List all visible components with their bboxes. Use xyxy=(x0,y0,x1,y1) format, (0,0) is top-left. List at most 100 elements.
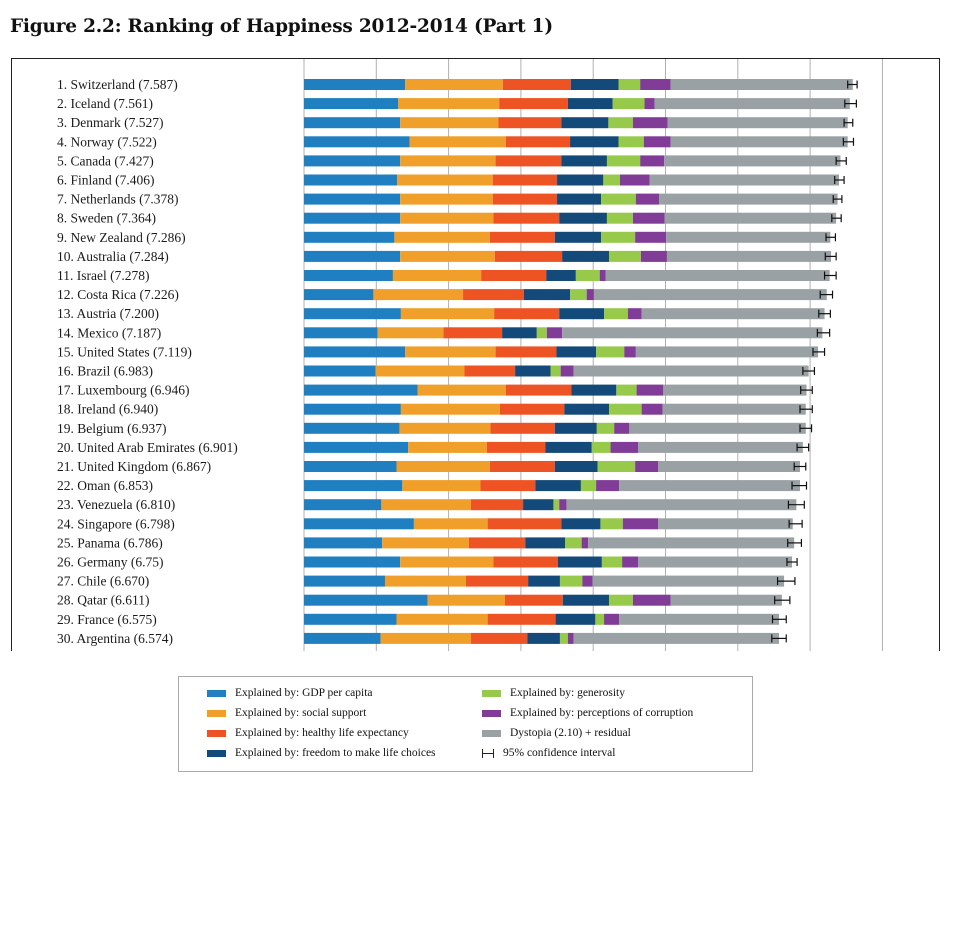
bar-segment-dystopia xyxy=(638,441,803,453)
bar-segment-generosity xyxy=(550,365,561,377)
bar-segment-generosity xyxy=(616,384,637,396)
legend-swatch-corruption xyxy=(482,709,501,717)
bar-segment-corruption xyxy=(635,461,659,472)
bar-segment-corruption xyxy=(614,422,630,434)
bar-segment-freedom xyxy=(567,98,613,110)
country-label: 22. Oman (6.853) xyxy=(57,478,153,493)
bar-segment-health xyxy=(504,594,563,606)
bar-segment-dystopia xyxy=(667,117,848,129)
bar-segment-gdp xyxy=(304,594,428,606)
bar-segment-generosity xyxy=(591,441,611,453)
bar-segment-generosity xyxy=(604,308,628,320)
legend-swatch-dystopia xyxy=(482,729,501,737)
bar-segment-corruption xyxy=(632,212,665,224)
legend-item-generosity: Explained by: generosity xyxy=(482,685,625,701)
bar-segment-corruption xyxy=(641,403,663,415)
bar-segment-gdp xyxy=(304,499,382,511)
bar-segment-social xyxy=(400,403,500,415)
bar-segment-corruption xyxy=(632,117,668,129)
bar-segment-generosity xyxy=(553,499,560,511)
legend-swatch-freedom xyxy=(207,749,226,757)
legend: Explained by: GDP per capita Explained b… xyxy=(178,676,753,772)
bar-segment-freedom xyxy=(564,403,610,415)
bar-segment-social xyxy=(427,594,505,606)
bar-segment-freedom xyxy=(555,613,596,625)
country-label: 23. Venezuela (6.810) xyxy=(57,497,175,512)
bar-segment-freedom xyxy=(570,79,619,90)
bar-segment-social xyxy=(402,480,481,492)
bar-segment-dystopia xyxy=(573,632,780,644)
bar-segment-dystopia xyxy=(619,613,780,625)
bar-segment-social xyxy=(394,231,490,243)
bar-segment-freedom xyxy=(523,289,571,301)
bar-segment-gdp xyxy=(304,270,393,281)
bar-segment-freedom xyxy=(559,212,607,224)
bar-segment-generosity xyxy=(601,193,636,205)
bar-segment-dystopia xyxy=(658,518,793,530)
chart-panel: 1. Switzerland (7.587) 2. Iceland (7.561)… xyxy=(11,58,940,651)
bar-segment-health xyxy=(487,518,562,530)
country-label: 20. United Arab Emirates (6.901) xyxy=(57,440,238,455)
bar-segment-freedom xyxy=(557,174,604,186)
bar-segment-freedom xyxy=(554,422,597,434)
bar-segment-generosity xyxy=(559,575,583,587)
bar-segment-gdp xyxy=(304,250,401,262)
bar-segment-health xyxy=(480,480,536,492)
bar-segment-freedom xyxy=(561,518,601,530)
bar-segment-dystopia xyxy=(670,79,853,90)
bar-segment-health xyxy=(493,212,560,224)
bar-segment-social xyxy=(373,289,464,301)
bar-segment-health xyxy=(495,346,557,358)
bar-segment-generosity xyxy=(618,136,644,148)
bar-segment-dystopia xyxy=(666,250,832,262)
legend-item-corruption: Explained by: perceptions of corruption xyxy=(482,705,693,721)
bar-segment-corruption xyxy=(567,632,574,644)
bar-segment-corruption xyxy=(581,537,589,549)
bar-segment-freedom xyxy=(556,346,597,358)
bar-segment-dystopia xyxy=(562,327,823,339)
bar-segment-social xyxy=(400,250,495,262)
bar-segment-freedom xyxy=(571,384,617,396)
bar-segment-freedom xyxy=(557,556,602,568)
bar-segment-health xyxy=(505,384,572,396)
legend-swatch-gdp xyxy=(207,689,226,697)
bar-segment-corruption xyxy=(599,270,606,281)
bar-segment-corruption xyxy=(640,79,671,90)
bar-segment-gdp xyxy=(304,308,401,320)
bar-segment-health xyxy=(502,79,571,90)
country-label: 7. Netherlands (7.378) xyxy=(57,192,178,207)
bar-segment-health xyxy=(489,461,555,472)
country-label: 28. Qatar (6.611) xyxy=(57,593,149,608)
bar-segment-gdp xyxy=(304,384,418,396)
bar-segment-generosity xyxy=(601,556,623,568)
bar-segment-freedom xyxy=(554,461,598,472)
bar-segment-gdp xyxy=(304,117,401,129)
bar-segment-health xyxy=(499,403,565,415)
legend-item-freedom: Explained by: freedom to make life choic… xyxy=(207,745,436,761)
bar-segment-social xyxy=(396,461,490,472)
country-label: 11. Israel (7.278) xyxy=(57,268,149,283)
bar-segment-freedom xyxy=(523,499,554,511)
bar-segment-generosity xyxy=(559,632,568,644)
figure-title: Figure 2.2: Ranking of Happiness 2012-20… xyxy=(10,16,553,37)
country-label: 6. Finland (7.406) xyxy=(57,173,155,188)
bar-segment-health xyxy=(494,308,560,320)
bar-segment-generosity xyxy=(606,212,633,224)
bar-segment-generosity xyxy=(603,174,620,186)
bar-segment-corruption xyxy=(559,499,567,511)
country-label: 15. United States (7.119) xyxy=(57,344,192,359)
bar-segment-generosity xyxy=(536,327,547,339)
bar-segment-corruption xyxy=(640,250,667,262)
bar-segment-health xyxy=(443,327,503,339)
country-label: 13. Austria (7.200) xyxy=(57,306,159,321)
bar-segment-generosity xyxy=(601,231,636,243)
bar-segment-health xyxy=(494,250,563,262)
bar-segment-social xyxy=(377,327,444,339)
country-label: 18. Ireland (6.940) xyxy=(57,402,158,417)
bar-segment-dystopia xyxy=(664,155,841,167)
bar-segment-freedom xyxy=(525,537,566,549)
country-label: 17. Luxembourg (6.946) xyxy=(57,383,189,398)
bar-segment-generosity xyxy=(600,518,623,530)
bar-segment-generosity xyxy=(596,346,625,358)
bar-segment-gdp xyxy=(304,441,409,453)
